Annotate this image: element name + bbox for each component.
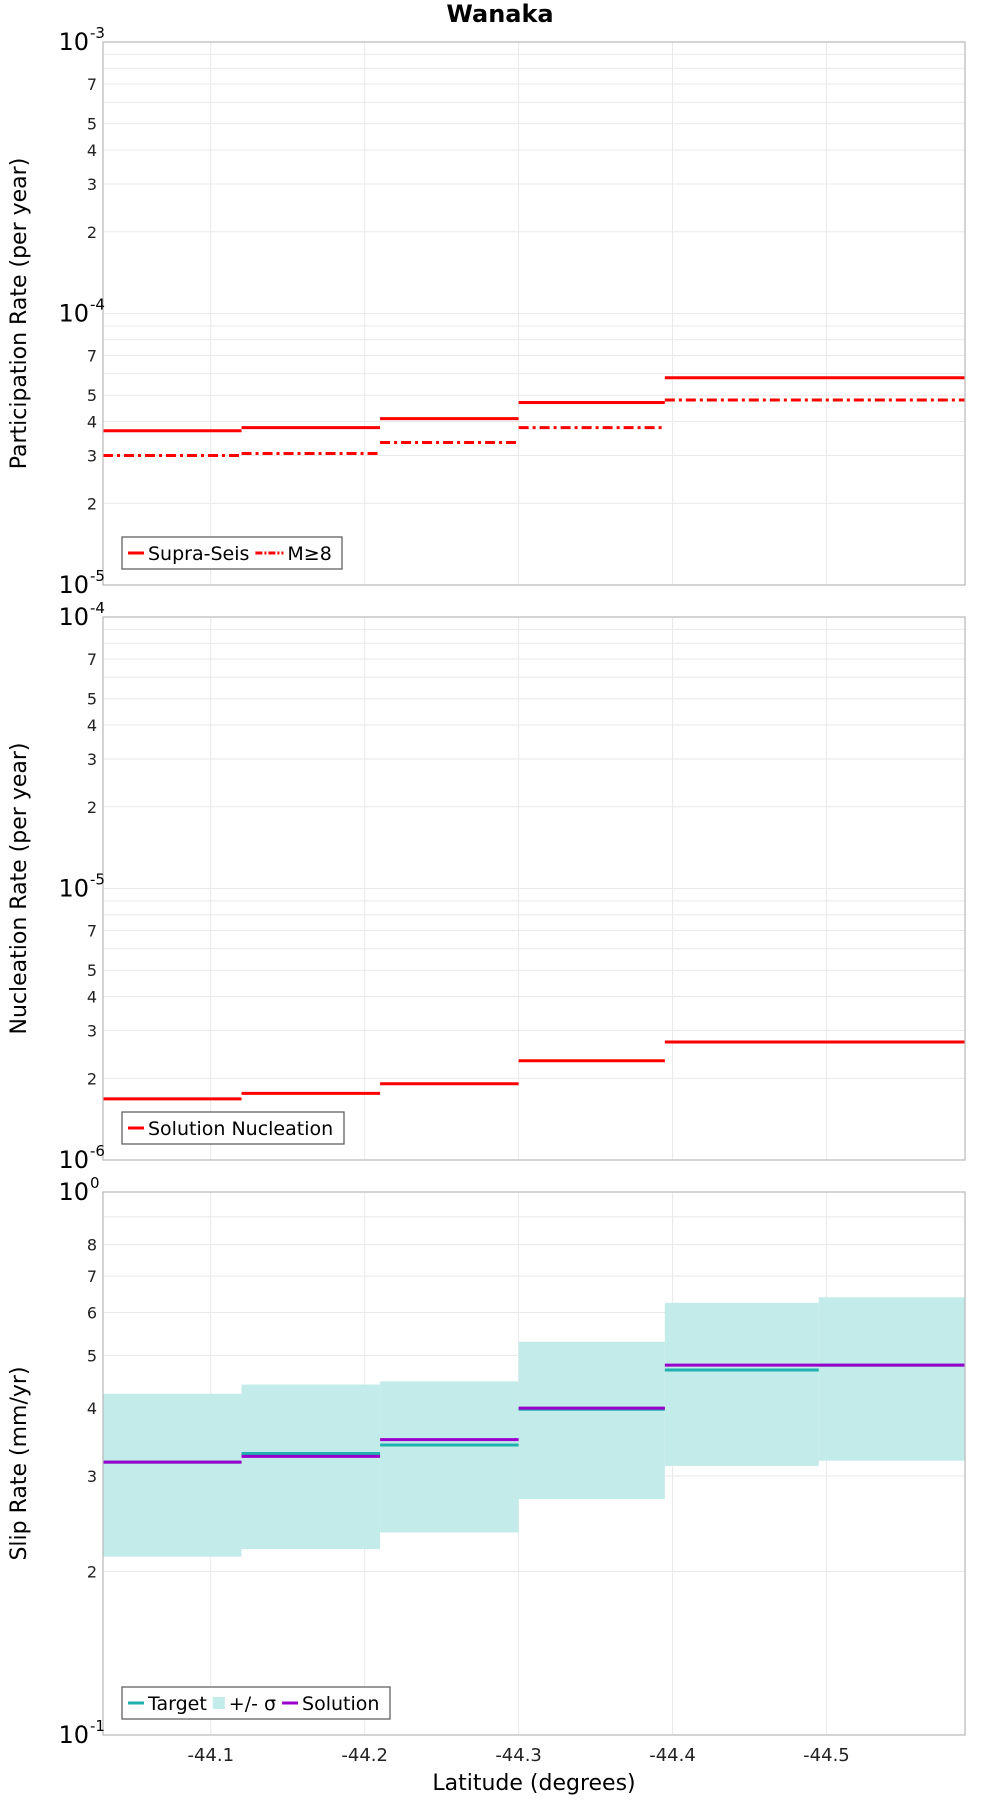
y-tick-label: 4 (87, 141, 97, 160)
y-tick-label: 3 (87, 1021, 97, 1040)
y-tick-label: 8 (87, 1236, 97, 1255)
y-decade-label: 10 (58, 875, 89, 903)
y-tick-label: 2 (87, 223, 97, 242)
y-tick-label: 4 (87, 988, 97, 1007)
sigma-band-segment (664, 1302, 819, 1466)
chart-title: Wanaka (446, 0, 553, 28)
plot-frame (102, 41, 966, 586)
y-decade-label: 10 (58, 300, 89, 328)
legend-box (121, 536, 343, 570)
y-tick-label: 2 (87, 798, 97, 817)
y-decade-exponent: -4 (90, 599, 105, 617)
y-decade-exponent: 0 (90, 1174, 100, 1192)
y-decade-exponent: -3 (90, 24, 105, 42)
plot-frame (102, 616, 966, 1161)
legend-label: Solution Nucleation (148, 1118, 333, 1140)
legend: Target +/- σ Solution (121, 1686, 391, 1720)
y-tick-label: 2 (87, 494, 97, 513)
legend-label: Target (147, 1693, 207, 1715)
y-decade-label: 10 (58, 571, 89, 599)
x-tick-label: -44.5 (803, 1745, 850, 1766)
legend-label: M≥8 (287, 543, 331, 565)
y-tick-label: 7 (87, 347, 97, 366)
sigma-band-segment (380, 1381, 519, 1533)
y-tick-label: 5 (87, 386, 97, 405)
y-axis-label: Nucleation Rate (per year) (7, 743, 32, 1035)
y-tick-label: 5 (87, 1346, 97, 1365)
x-tick-label: -44.1 (187, 1745, 234, 1766)
x-tick-label: -44.3 (495, 1745, 542, 1766)
y-tick-label: 3 (87, 750, 97, 769)
y-tick-label: 3 (87, 446, 97, 465)
x-tick-label: -44.2 (341, 1745, 388, 1766)
legend-box (121, 1686, 391, 1720)
y-decade-label: 10 (58, 603, 89, 631)
y-tick-label: 7 (87, 650, 97, 669)
y-decade-exponent: -5 (90, 871, 105, 889)
y-tick-label: 4 (87, 716, 97, 735)
y-decade-exponent: -6 (90, 1142, 105, 1160)
y-tick-label: 3 (87, 1467, 97, 1486)
legend: Supra-Seis M≥8 (121, 536, 343, 570)
y-decade-exponent: -5 (90, 567, 105, 585)
y-tick-label: 3 (87, 175, 97, 194)
legend-label: +/- σ (229, 1693, 276, 1715)
legend-box (121, 1111, 345, 1145)
y-tick-label: 6 (87, 1303, 97, 1322)
y-tick-label: 5 (87, 115, 97, 134)
y-axis-label: Slip Rate (mm/yr) (7, 1366, 32, 1560)
sigma-band-segment (103, 1393, 242, 1557)
y-decade-label: 10 (58, 1721, 89, 1749)
y-tick-label: 7 (87, 922, 97, 941)
y-tick-label: 5 (87, 690, 97, 709)
sigma-band-segment (518, 1341, 665, 1500)
y-tick-label: 7 (87, 1267, 97, 1286)
sigma-band-segment (241, 1384, 381, 1550)
plot-frame (102, 1191, 966, 1736)
y-tick-label: 2 (87, 1069, 97, 1088)
y-decade-exponent: -4 (90, 296, 105, 314)
y-decade-exponent: -1 (90, 1717, 105, 1735)
y-tick-label: 4 (87, 413, 97, 432)
y-decade-label: 10 (58, 28, 89, 56)
legend-label: Solution (302, 1693, 379, 1715)
x-tick-label: -44.4 (649, 1745, 696, 1766)
y-tick-label: 2 (87, 1563, 97, 1582)
y-tick-label: 7 (87, 75, 97, 94)
y-tick-label: 5 (87, 961, 97, 980)
y-decade-label: 10 (58, 1146, 89, 1174)
y-decade-label: 10 (58, 1178, 89, 1206)
y-tick-label: 4 (87, 1399, 97, 1418)
legend-swatch (212, 1697, 225, 1709)
x-axis-label: Latitude (degrees) (432, 1771, 635, 1796)
y-axis-label: Participation Rate (per year) (7, 158, 32, 470)
legend-label: Supra-Seis (148, 543, 249, 565)
sigma-band-segment (818, 1297, 965, 1461)
legend: Solution Nucleation (121, 1111, 345, 1145)
